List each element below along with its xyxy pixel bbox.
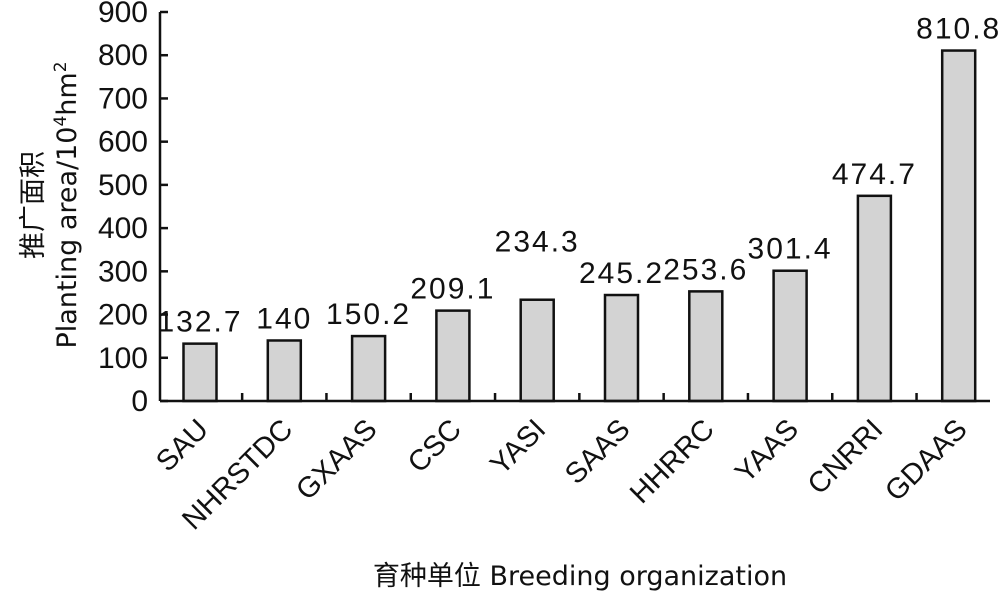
y-tick-label: 700 — [98, 82, 148, 115]
category-label: SAU — [150, 413, 215, 478]
bar — [350, 334, 387, 403]
data-label: 140 — [256, 302, 312, 335]
y-tick-label: 400 — [98, 212, 148, 245]
data-label: 245.2 — [579, 257, 664, 290]
data-label: 253.6 — [663, 253, 748, 286]
bar — [688, 290, 724, 403]
bar — [519, 298, 555, 403]
y-tick-label: 0 — [131, 385, 148, 418]
category-label: SAAS — [559, 413, 636, 490]
category-label: CSC — [402, 413, 468, 479]
y-tick-label: 300 — [98, 255, 148, 288]
y-axis-title-cn: 推广面积 — [18, 151, 49, 259]
bar — [603, 293, 640, 403]
data-label: 234.3 — [495, 226, 580, 259]
data-label: 301.4 — [748, 233, 833, 266]
category-label: GDAAS — [879, 413, 973, 507]
y-axis-title-en: Planting area/104hm2 — [51, 61, 83, 348]
x-axis-title: 育种单位 Breeding organization — [373, 561, 787, 592]
bar — [856, 194, 893, 403]
category-label: HHRRC — [624, 413, 721, 510]
y-axis-title: 推广面积 Planting area/104hm2 — [18, 61, 83, 348]
data-label: 810.8 — [916, 13, 1000, 46]
category-label: YASI — [484, 413, 552, 481]
y-tick-label: 500 — [98, 169, 148, 202]
data-label: 209.1 — [410, 273, 495, 306]
bar — [940, 49, 977, 403]
y-tick-label: 900 — [98, 0, 148, 29]
y-tick-label: 100 — [98, 342, 148, 375]
data-label: 132.7 — [157, 306, 242, 339]
bar — [435, 309, 471, 403]
category-label: GXAAS — [290, 413, 383, 506]
data-label: 474.7 — [832, 158, 917, 191]
data-label: 150.2 — [326, 298, 411, 331]
category-label: YAAS — [729, 413, 805, 489]
y-tick-label: 800 — [98, 39, 148, 72]
y-tick-label: 200 — [98, 299, 148, 332]
bar — [266, 339, 303, 403]
y-tick-label: 600 — [98, 126, 148, 159]
axes-group — [158, 12, 990, 403]
bar — [182, 342, 218, 403]
y-ticks-group: 0 100 200 300 400 500 600 700 800 900 — [98, 0, 168, 418]
bar — [772, 269, 808, 403]
category-label: CNRRI — [802, 413, 890, 501]
